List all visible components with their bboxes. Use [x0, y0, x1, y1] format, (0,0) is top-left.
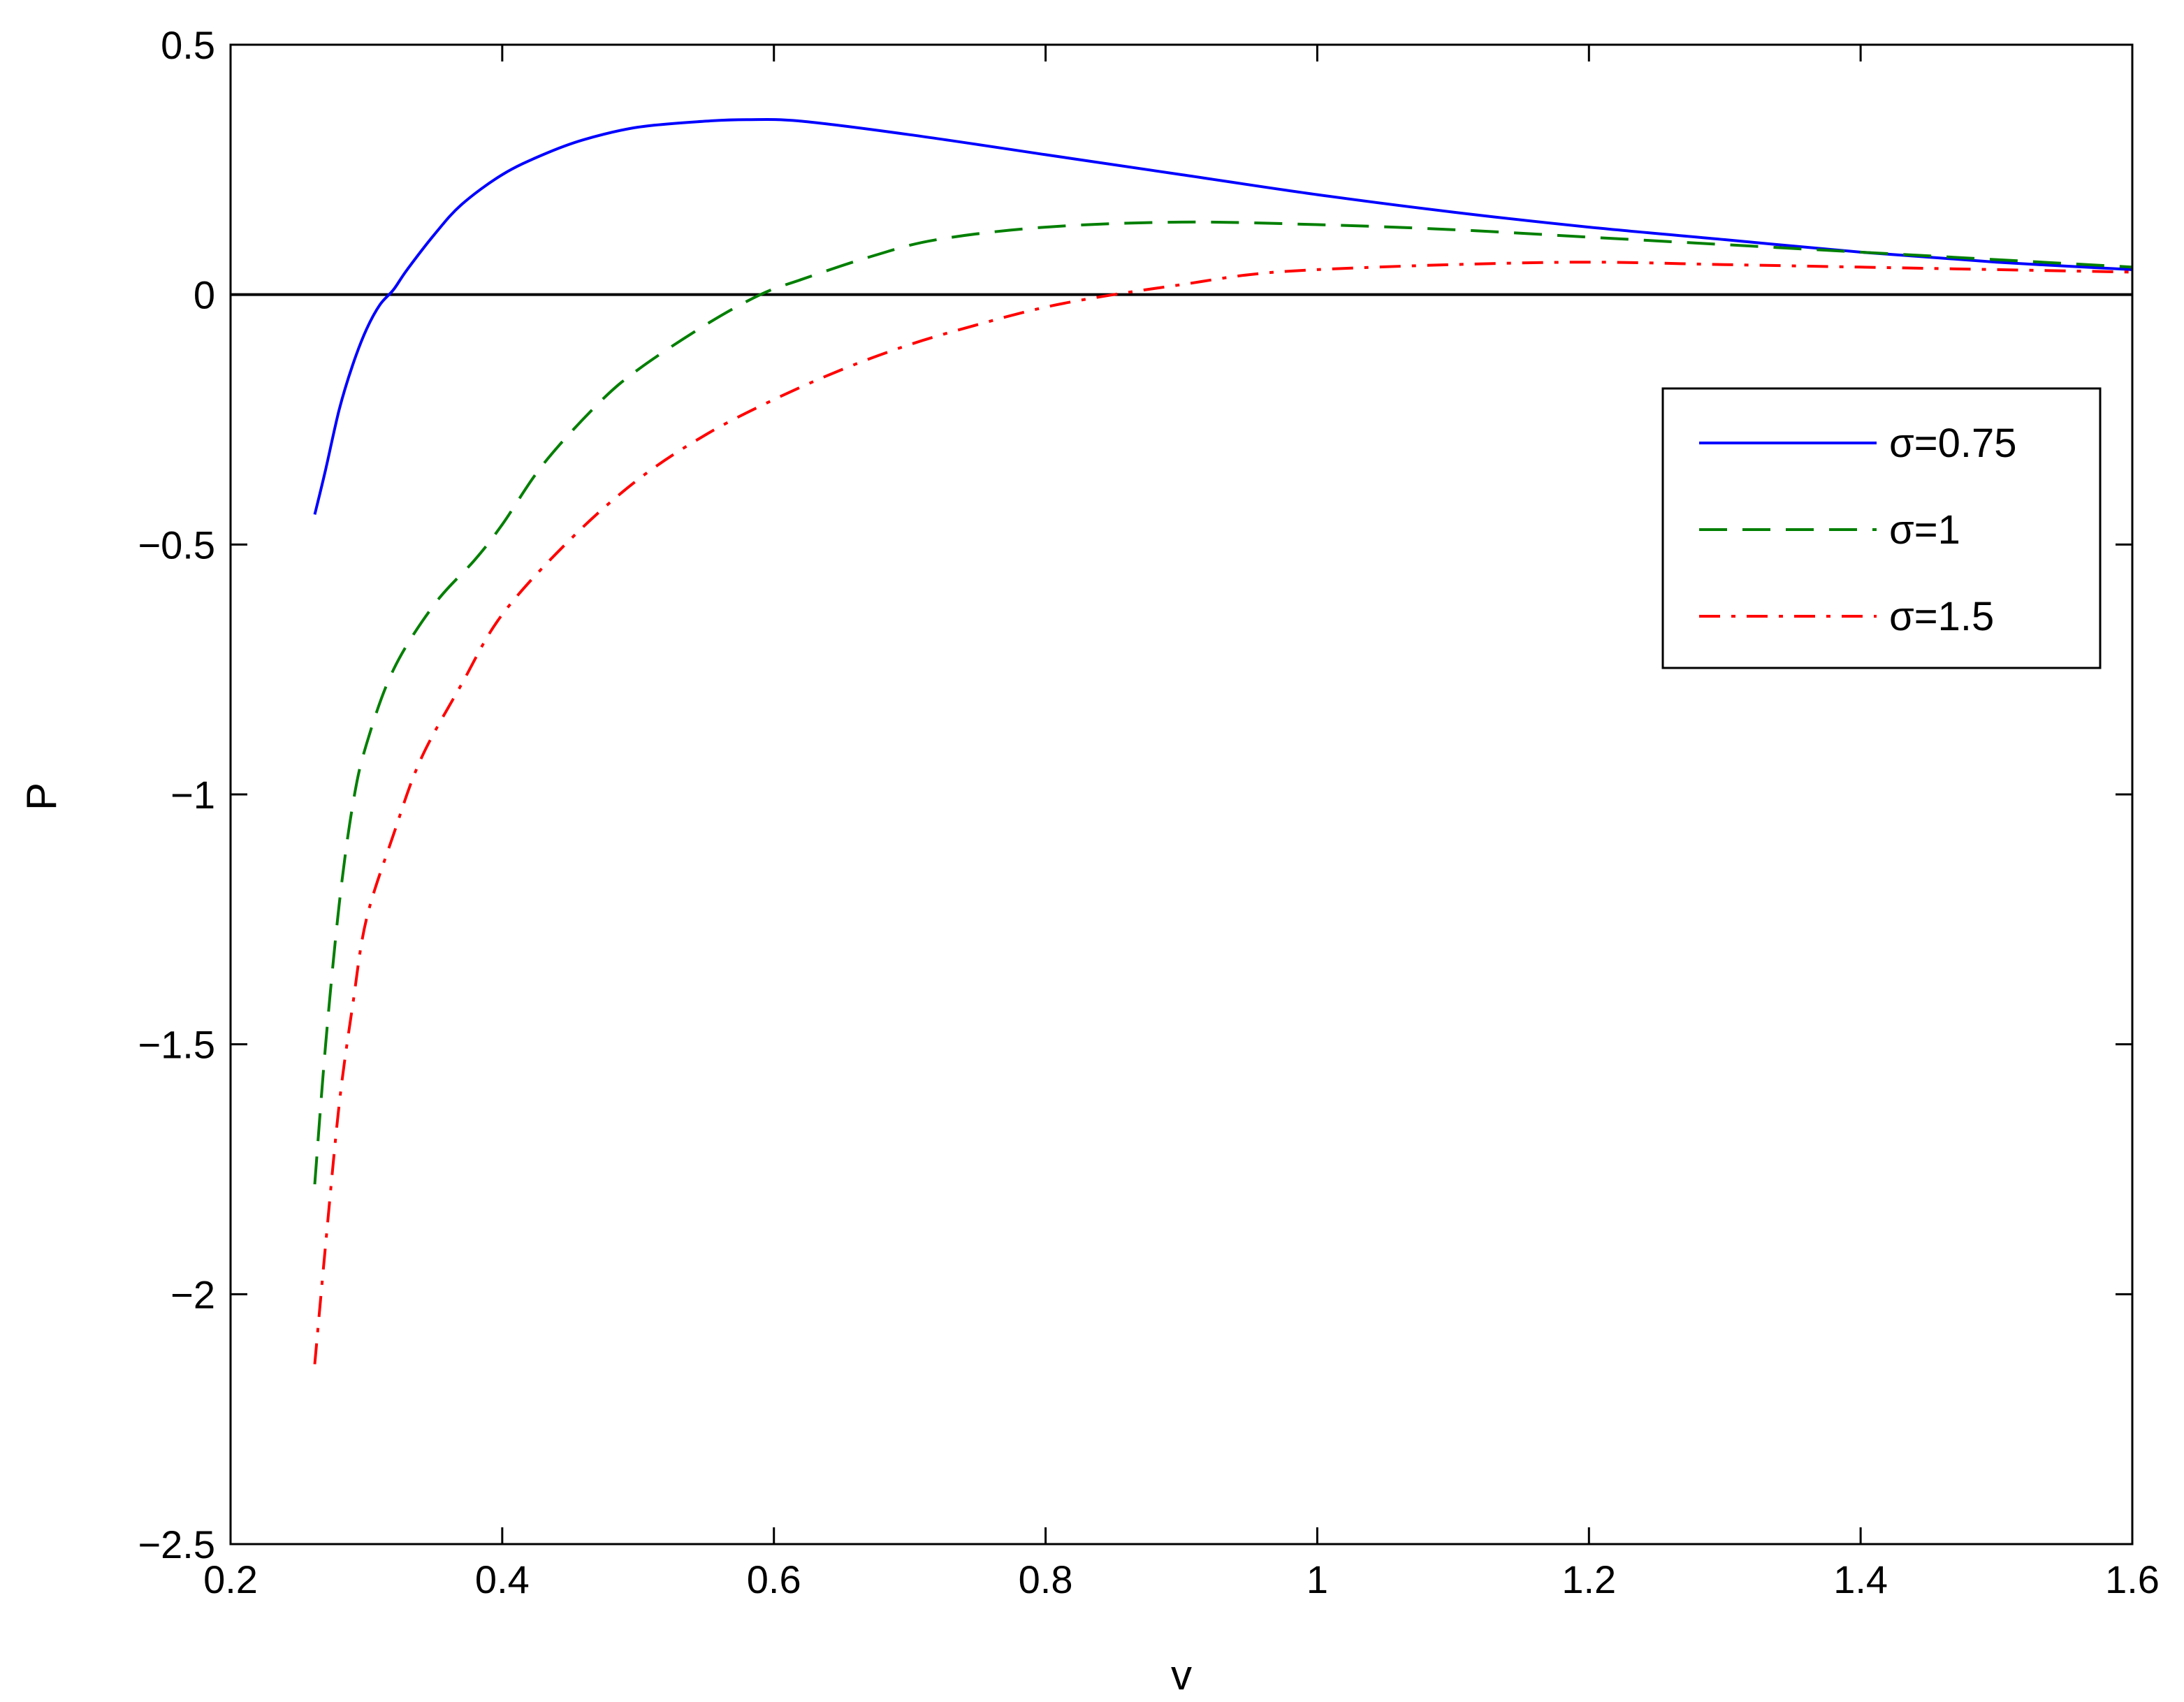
legend: σ=0.75 σ=1 σ=1.5 [1661, 387, 2102, 669]
legend-label-3: σ=1.5 [1889, 594, 1994, 639]
x-tick-label: 1.4 [1833, 1557, 1888, 1601]
y-tick-label: −2 [170, 1272, 215, 1316]
y-tick-label: −1.5 [138, 1023, 215, 1067]
y-tick-label: 0.5 [161, 23, 215, 67]
series-line-1 [313, 118, 2132, 515]
y-axis-label: P [18, 783, 65, 810]
series-line-3 [313, 261, 2132, 1365]
y-tick-label: −1 [170, 773, 215, 817]
plot-area [231, 118, 2132, 1365]
axes: 0.2 0.4 0.6 0.8 1 1.2 1.4 1.6 −2.5 −2 −1.5 −1 −0.5 0 0… [138, 23, 2159, 1601]
legend-label-2: σ=1 [1889, 507, 1960, 553]
x-axis-label: v [1171, 1652, 1192, 1699]
y-tick-label: 0 [194, 273, 215, 317]
x-tick-label: 0.8 [1019, 1557, 1073, 1601]
x-tick-label: 0.4 [475, 1557, 530, 1601]
y-tick-label: −0.5 [138, 523, 215, 567]
legend-box [1661, 387, 2102, 669]
x-tick-label: 0.6 [747, 1557, 801, 1601]
x-tick-label: 0.2 [203, 1557, 258, 1601]
x-tick-label: 1.6 [2105, 1557, 2160, 1601]
y-tick-label: −2.5 [138, 1522, 215, 1566]
x-tick-label: 1 [1306, 1557, 1328, 1601]
legend-label-1: σ=0.75 [1889, 421, 2017, 466]
x-tick-label: 1.2 [1561, 1557, 1616, 1601]
